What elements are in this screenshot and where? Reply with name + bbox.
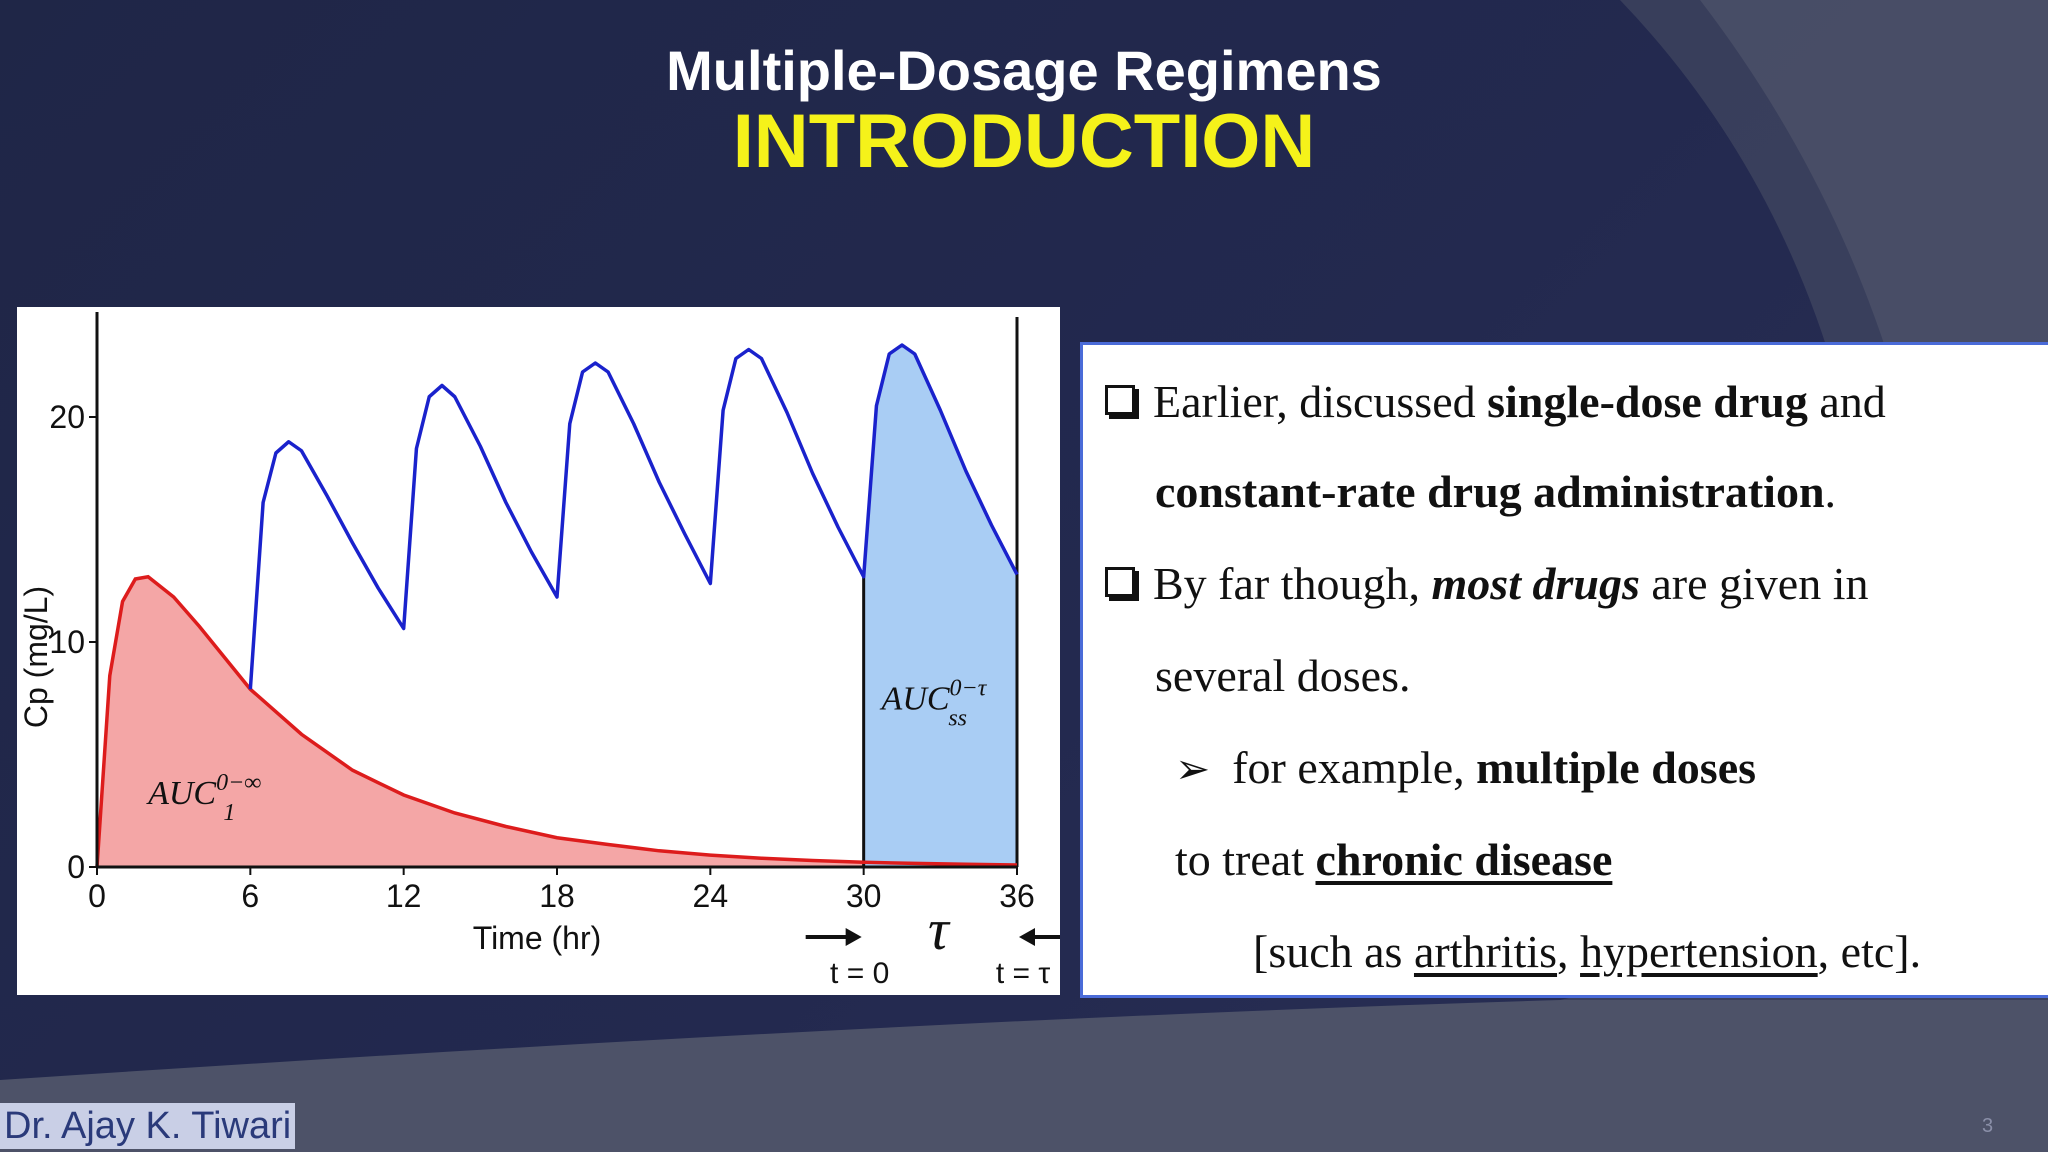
single-dose-area — [97, 576, 1017, 867]
multiple-dose-curve — [248, 343, 1019, 690]
x-tick-label: 24 — [693, 878, 729, 914]
bullet-2-text: By far though, — [1153, 558, 1432, 609]
y-axis-label: Cp (mg/L) — [18, 586, 54, 728]
x-tick-label: 36 — [999, 878, 1035, 914]
bullet-1-period: . — [1824, 466, 1837, 517]
bullet-panel: Earlier, discussed single-dose drug and … — [1080, 342, 2048, 998]
chronic-disease-underlined: chronic disease — [1315, 834, 1613, 885]
sub-bullet-text: for example, — [1232, 742, 1477, 793]
x-axis-label: Time (hr) — [473, 920, 602, 956]
y-tick-label: 10 — [49, 624, 85, 660]
bullet-1-text-and: and — [1807, 376, 1886, 427]
x-tick-label: 0 — [88, 878, 106, 914]
tau-symbol: τ — [928, 897, 951, 962]
auc-steady-state-label: AUC0−τ ss — [880, 676, 988, 732]
bullet-1-bold-single-dose: single-dose drug — [1487, 376, 1808, 427]
bullet-1-line-1: Earlier, discussed single-dose drug and — [1105, 375, 1886, 428]
sub-bullet-line-2: to treat chronic disease — [1175, 833, 1612, 886]
slide-subtitle: INTRODUCTION — [732, 99, 1316, 184]
single-dose-curve — [95, 574, 1018, 868]
arrowhead-bullet-icon: ➢ — [1175, 747, 1211, 793]
sub-bullet-text-to-treat: to treat — [1175, 834, 1316, 885]
examples-comma: , — [1557, 926, 1581, 977]
bullet-2-line-1: By far though, most drugs are given in — [1105, 557, 1869, 610]
slide-title: Multiple-Dosage Regimens — [666, 39, 1382, 102]
examples-close: , etc]. — [1817, 926, 1922, 977]
bullet-1-text: Earlier, discussed — [1153, 376, 1488, 427]
bullet-1-line-2: constant-rate drug administration. — [1155, 465, 1836, 518]
concentration-time-chart: 0 6 12 18 24 30 36 0 10 20 Time (hr) Cp (mg/L) AUC0−… — [18, 312, 1060, 990]
examples-line: [such as arthritis, hypertension, etc]. — [1253, 925, 1921, 978]
author-label: Dr. Ajay K. Tiwari — [0, 1103, 296, 1149]
x-tick-label: 12 — [386, 878, 422, 914]
y-tick-label: 20 — [49, 399, 85, 435]
bullet-2-bold-italic-most-drugs: most drugs — [1431, 558, 1640, 609]
x-tick-label: 18 — [539, 878, 575, 914]
auc-single-dose-label: AUC0−∞ 1 — [146, 770, 261, 826]
chart-panel: 0 6 12 18 24 30 36 0 10 20 Time (hr) Cp (mg/L) AUC0−… — [17, 307, 1060, 995]
checkbox-bullet-icon — [1105, 567, 1135, 598]
t0-arrow-head — [845, 928, 862, 946]
bullet-2-text-given: are given in — [1639, 558, 1869, 609]
sub-bullet-bold-multiple-doses: multiple doses — [1476, 742, 1757, 793]
checkbox-bullet-icon — [1105, 385, 1135, 416]
t0-label: t = 0 — [830, 957, 889, 990]
sub-bullet-line-1: ➢ for example, multiple doses — [1175, 741, 1756, 794]
bullet-2-line-2: several doses. — [1155, 650, 1411, 701]
ttau-arrow-head — [1019, 928, 1035, 946]
examples-open: [such as — [1253, 926, 1414, 977]
bullet-1-bold-constant-rate: constant-rate drug administration — [1155, 466, 1825, 517]
x-tick-label: 6 — [241, 878, 259, 914]
steady-state-area — [863, 345, 1017, 867]
y-tick-label: 0 — [67, 849, 85, 885]
x-tick-label: 30 — [846, 878, 882, 914]
page-number: 3 — [1982, 1115, 1994, 1137]
ttau-label: t = τ — [996, 957, 1051, 990]
arthritis-link[interactable]: arthritis — [1413, 926, 1558, 977]
hypertension-link[interactable]: hypertension — [1580, 926, 1818, 977]
